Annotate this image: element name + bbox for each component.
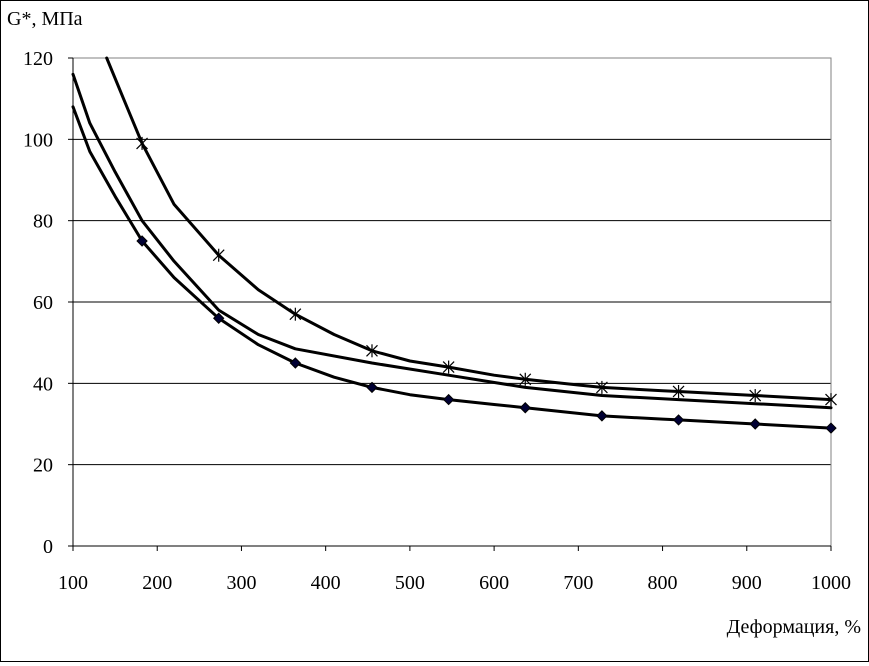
series-3-line: [71, 105, 833, 430]
series-1-point-10: [825, 393, 837, 407]
x-tick-label-200: 200: [142, 572, 172, 594]
series-3-point-8: [672, 414, 685, 426]
series-3-point-10: [825, 422, 837, 434]
series-3: [71, 105, 837, 434]
series-1-point-8: [672, 384, 685, 398]
series-3-point-9: [749, 418, 761, 430]
y-tick-label-100: 100: [23, 129, 53, 151]
y-axis-title: G*, МПа: [7, 8, 83, 30]
x-tick-label-300: 300: [226, 572, 256, 594]
y-tick-label-80: 80: [33, 211, 53, 233]
x-tick-label-600: 600: [479, 572, 509, 594]
series-1: [105, 56, 837, 407]
series-1-point-1: [136, 136, 148, 150]
series-3-point-2: [212, 312, 225, 324]
x-axis-title: Деформация, %: [727, 616, 861, 638]
series-1-point-3: [289, 307, 302, 321]
x-tick-label-1000: 1000: [811, 572, 851, 594]
x-tick-label-900: 900: [732, 572, 762, 594]
series-3-point-7: [596, 410, 608, 422]
grid-lines: [73, 57, 831, 466]
series-2-line: [71, 72, 833, 410]
y-tick-label-20: 20: [33, 455, 53, 477]
series-3-point-4: [366, 381, 378, 394]
y-tick-label-60: 60: [33, 292, 53, 314]
series-3-point-1: [136, 235, 148, 247]
series-1-point-4: [366, 344, 378, 358]
x-tick-label-700: 700: [563, 572, 593, 594]
x-tick-label-400: 400: [311, 572, 341, 594]
series-1-point-5: [442, 360, 455, 374]
series-1-point-7: [595, 380, 608, 394]
series-3-point-5: [442, 393, 455, 406]
series-1-point-6: [519, 372, 532, 386]
series-3-point-3: [289, 357, 302, 369]
series-1-point-2: [212, 248, 225, 262]
series-2: [71, 72, 833, 410]
series-1-line: [105, 56, 833, 402]
axes: [68, 57, 832, 551]
y-tick-label-0: 0: [43, 536, 53, 558]
tick-labels: 0 20 40 60 80 100 120 100 200 300 400 500 600 700 800 9…: [23, 48, 851, 594]
x-tick-label-100: 100: [58, 572, 88, 594]
x-tick-label-800: 800: [648, 572, 678, 594]
y-tick-label-40: 40: [33, 373, 53, 395]
y-tick-label-120: 120: [23, 48, 53, 70]
series-1-point-9: [749, 389, 762, 403]
series-layer: [71, 56, 837, 434]
series-3-point-6: [519, 402, 531, 414]
x-tick-label-500: 500: [395, 572, 425, 594]
